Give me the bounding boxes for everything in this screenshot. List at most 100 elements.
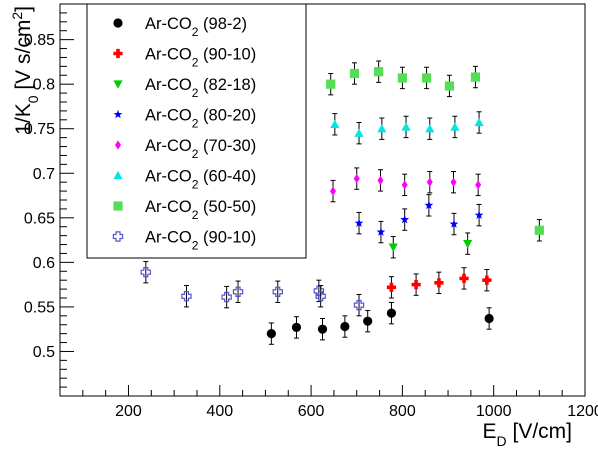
legend-label-base: Ar-CO xyxy=(145,137,192,155)
series-4 xyxy=(330,167,482,203)
x-tick-label: 200 xyxy=(115,403,142,420)
legend-marker xyxy=(113,109,123,119)
data-point xyxy=(313,285,325,297)
legend-label-sub: 2 xyxy=(192,239,199,253)
data-point xyxy=(449,219,459,228)
y-tick-label: 0.5 xyxy=(33,344,55,361)
data-point xyxy=(401,180,408,190)
y-tick-label: 0.65 xyxy=(24,210,55,227)
legend-label-rest: (90-10) xyxy=(198,46,256,64)
data-point xyxy=(232,286,244,297)
data-point xyxy=(482,275,492,285)
x-tick-label: 600 xyxy=(298,403,325,420)
series-1 xyxy=(386,267,492,299)
data-marks xyxy=(140,60,544,345)
data-point xyxy=(400,215,410,224)
legend-label: Ar-CO2 (90-10) xyxy=(145,46,256,70)
y-axis-label-pre: 1/K xyxy=(12,103,35,135)
x-axis-label-base: E xyxy=(483,420,497,443)
legend-marker xyxy=(112,231,124,242)
y-tick-label: 0.85 xyxy=(24,32,55,49)
legend-label-rest: (50-50) xyxy=(198,198,256,216)
data-point xyxy=(475,180,482,190)
series-7 xyxy=(140,260,365,317)
data-point xyxy=(377,124,387,133)
legend-item: Ar-CO2 (90-10) xyxy=(113,46,256,70)
legend-label: Ar-CO2 (98-2) xyxy=(145,15,247,39)
legend-label: Ar-CO2 (80-20) xyxy=(145,107,256,131)
legend-box xyxy=(86,3,307,259)
x-tick-label: 800 xyxy=(389,403,416,420)
data-point xyxy=(363,316,373,326)
legend-item: Ar-CO2 (90-10) xyxy=(112,229,256,253)
data-point xyxy=(354,128,364,137)
legend: Ar-CO2 (98-2)Ar-CO2 (90-10)Ar-CO2 (82-18… xyxy=(86,3,307,259)
x-axis-label-rest: [V/cm] xyxy=(507,420,572,443)
legend-marker xyxy=(113,201,123,211)
data-point xyxy=(353,174,360,184)
legend-label-sub: 2 xyxy=(192,117,199,131)
y-axis-label: 1/K0 [V s/cm2] xyxy=(9,6,41,135)
legend-label-base: Ar-CO xyxy=(145,76,192,94)
data-point xyxy=(317,324,328,334)
data-point xyxy=(374,67,384,77)
data-point xyxy=(330,186,336,196)
legend-label: Ar-CO2 (60-40) xyxy=(145,168,256,192)
data-point xyxy=(470,72,481,82)
series-5 xyxy=(330,111,484,145)
data-point xyxy=(425,124,435,133)
y-axis-label-post: ] xyxy=(12,6,35,12)
legend-marker xyxy=(113,170,123,180)
data-point xyxy=(474,117,484,127)
legend-label-rest: (70-30) xyxy=(198,137,256,155)
data-point xyxy=(463,239,473,249)
data-point xyxy=(411,280,421,290)
legend-item: Ar-CO2 (70-30) xyxy=(115,137,256,161)
data-point xyxy=(140,266,152,278)
data-point xyxy=(376,227,386,236)
data-point xyxy=(330,119,340,128)
data-point xyxy=(272,286,283,297)
legend-item: Ar-CO2 (82-18) xyxy=(113,76,256,100)
x-tick-label: 400 xyxy=(206,403,233,420)
x-axis-label-sub: D xyxy=(497,433,507,449)
legend-label: Ar-CO2 (70-30) xyxy=(145,137,256,161)
data-point xyxy=(354,218,364,227)
data-point xyxy=(424,200,434,210)
data-point xyxy=(426,177,433,187)
y-tick-label: 0.8 xyxy=(33,77,55,94)
y-axis-label-mid: [V s/cm xyxy=(12,20,35,96)
legend-label-rest: (60-40) xyxy=(198,168,256,186)
data-point xyxy=(349,68,360,79)
legend-label-base: Ar-CO xyxy=(145,198,192,216)
series-0 xyxy=(266,301,494,345)
data-point xyxy=(386,308,397,318)
y-tick-label: 0.75 xyxy=(24,121,55,138)
data-point xyxy=(353,299,365,311)
legend-item: Ar-CO2 (80-20) xyxy=(113,107,256,131)
legend-marker xyxy=(113,80,123,89)
legend-label-base: Ar-CO xyxy=(145,46,192,64)
legend-label-base: Ar-CO xyxy=(145,168,192,186)
legend-label-sub: 2 xyxy=(192,56,199,70)
data-point xyxy=(474,210,484,219)
legend-label-sub: 2 xyxy=(192,208,199,222)
data-point xyxy=(421,73,432,83)
data-point xyxy=(181,291,192,302)
data-point xyxy=(450,177,457,187)
legend-marker xyxy=(113,48,123,59)
legend-label-sub: 2 xyxy=(192,178,199,192)
legend-label: Ar-CO2 (82-18) xyxy=(145,76,256,100)
legend-label-rest: (98-2) xyxy=(198,15,247,33)
x-axis-label: ED [V/cm] xyxy=(483,420,572,449)
data-point xyxy=(291,322,302,332)
legend-marker xyxy=(115,140,121,150)
legend-label: Ar-CO2 (50-50) xyxy=(145,198,256,222)
legend-label-base: Ar-CO xyxy=(145,107,192,125)
legend-label-base: Ar-CO xyxy=(145,15,192,33)
data-point xyxy=(340,321,350,332)
data-point xyxy=(266,329,276,339)
